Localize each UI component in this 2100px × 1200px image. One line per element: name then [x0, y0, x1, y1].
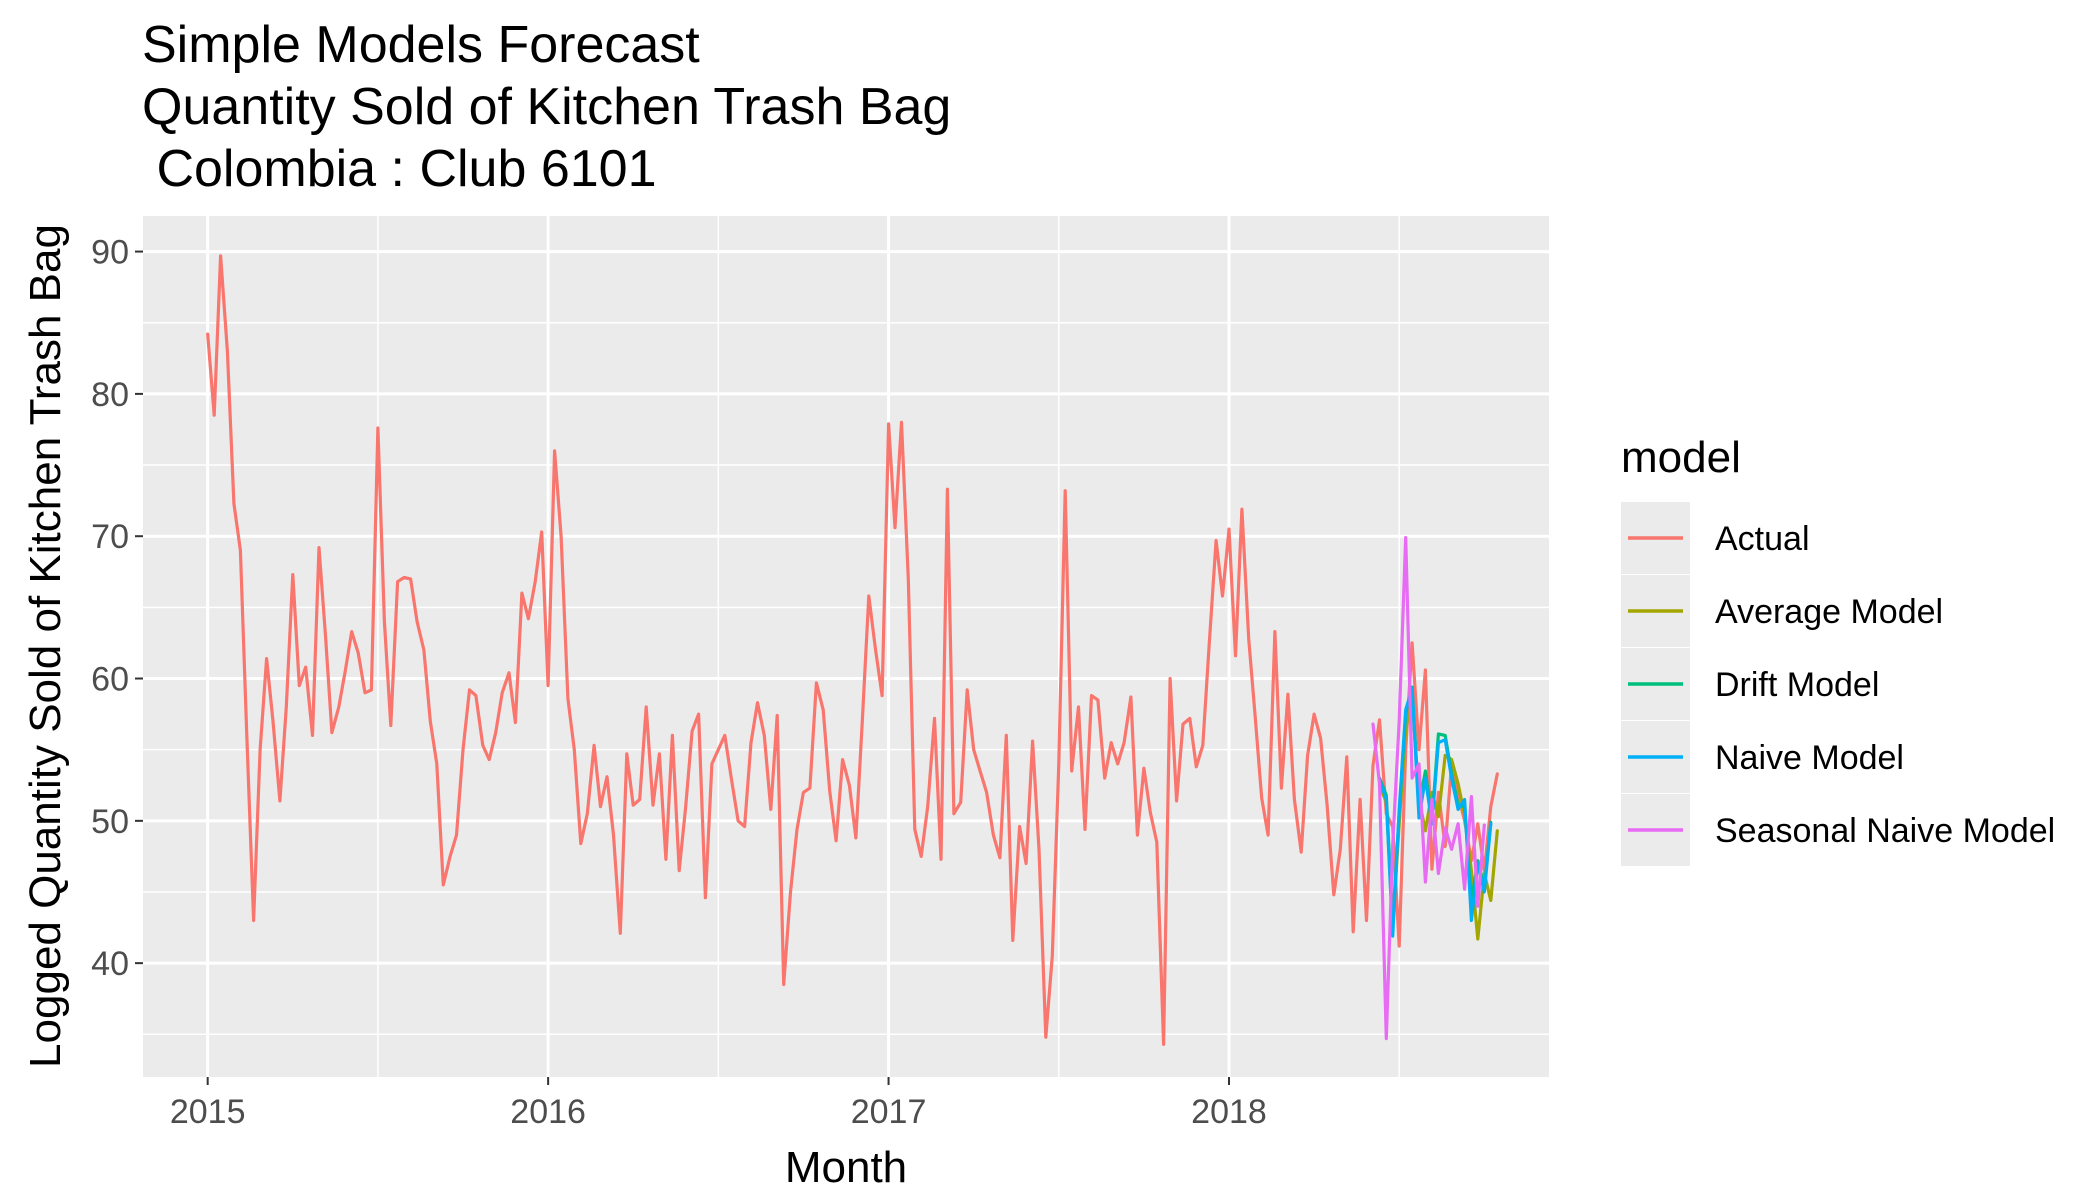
chart-title-line-2: Quantity Sold of Kitchen Trash Bag [142, 78, 951, 136]
series-line-naive-model [1377, 686, 1493, 938]
legend-label-actual: Actual [1715, 520, 1810, 558]
x-tick-label: 2017 [851, 1093, 927, 1131]
y-axis: 40 50 60 70 80 90 [91, 234, 143, 983]
legend-label-drift-model: Drift Model [1715, 666, 1879, 704]
chart-title-line-1: Simple Models Forecast [142, 16, 700, 74]
series-line-seasonal-naive-model [1371, 535, 1486, 1041]
legend-label-seasonal-naive-model: Seasonal Naive Model [1715, 812, 2055, 850]
y-tick-label: 80 [91, 376, 129, 414]
x-axis-title: Month [785, 1143, 907, 1192]
legend-title: model [1621, 433, 1741, 482]
legend-label-average-model: Average Model [1715, 593, 1943, 631]
x-tick-label: 2016 [510, 1093, 586, 1131]
y-tick-label: 70 [91, 518, 129, 556]
legend: Actual Average Model Drift Model Naive Mode… [1621, 502, 2055, 866]
x-axis: 2015 2016 2017 2018 [170, 1077, 1267, 1131]
y-tick-label: 50 [91, 803, 129, 841]
y-axis-title: Logged Quantity Sold of Kitchen Trash Ba… [21, 224, 70, 1068]
y-tick-label: 90 [91, 234, 129, 272]
legend-label-naive-model: Naive Model [1715, 739, 1904, 777]
chart-title-line-3: Colombia : Club 6101 [142, 140, 657, 198]
plot-panel [143, 216, 1549, 1077]
x-tick-label: 2018 [1191, 1093, 1267, 1131]
series-lines [206, 254, 1499, 1046]
y-tick-label: 60 [91, 661, 129, 699]
y-tick-label: 40 [91, 945, 129, 983]
x-tick-label: 2015 [170, 1093, 246, 1131]
series-line-actual [206, 254, 1499, 1046]
